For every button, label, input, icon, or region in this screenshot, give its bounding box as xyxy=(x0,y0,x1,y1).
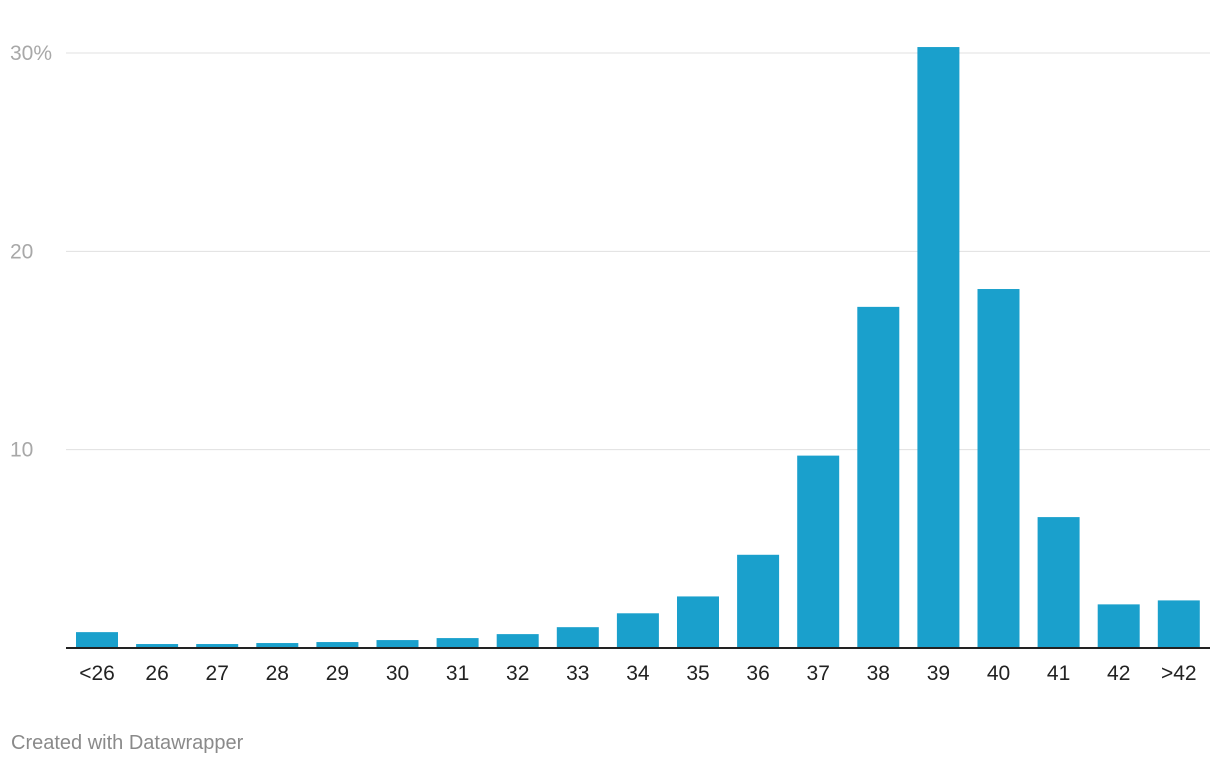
x-tick-label: 34 xyxy=(626,662,650,685)
x-tick-label: 36 xyxy=(746,662,769,685)
x-tick-label: 40 xyxy=(987,662,1010,685)
y-tick-label: 20 xyxy=(10,240,33,263)
x-tick-label: 38 xyxy=(867,662,890,685)
bar xyxy=(496,634,539,648)
bar xyxy=(616,613,659,648)
x-tick-label: 42 xyxy=(1107,662,1130,685)
bars xyxy=(76,47,1200,649)
bar xyxy=(1037,517,1080,648)
credit-text: Created with Datawrapper xyxy=(11,732,244,754)
bar xyxy=(857,306,900,648)
x-axis-ticks: <26 26 27 28 29 30 31 32 33 34 35 36 37 38 39 40 41 42 >42 xyxy=(79,662,1196,685)
x-tick-label: 32 xyxy=(506,662,529,685)
bar xyxy=(977,289,1020,648)
y-axis-ticks: 30% 20 10 xyxy=(10,42,52,462)
x-tick-label: 37 xyxy=(807,662,830,685)
x-tick-label: 26 xyxy=(145,662,168,685)
bar xyxy=(136,644,179,648)
bar xyxy=(436,638,479,648)
x-tick-label: 29 xyxy=(326,662,349,685)
y-tick-label: 10 xyxy=(10,439,33,462)
x-tick-label: 41 xyxy=(1047,662,1070,685)
bar xyxy=(76,632,118,648)
bar xyxy=(256,643,299,648)
bar xyxy=(677,596,719,648)
bar xyxy=(797,455,840,648)
bar-chart: 30% 20 10 <26 26 27 28 29 30 31 32 33 34 35 36 37 38 39 4… xyxy=(10,42,1210,685)
x-tick-label: 39 xyxy=(927,662,950,685)
x-tick-label: 30 xyxy=(386,662,409,685)
x-tick-label: <26 xyxy=(79,662,115,685)
bar xyxy=(737,554,780,648)
x-tick-label: 27 xyxy=(206,662,229,685)
bar xyxy=(556,627,599,648)
x-tick-label: 28 xyxy=(266,662,289,685)
bar xyxy=(1157,600,1200,648)
bar xyxy=(316,642,359,648)
y-tick-label: 30% xyxy=(10,42,52,65)
bar xyxy=(376,640,419,648)
bar xyxy=(1097,604,1140,648)
bar xyxy=(917,47,960,649)
x-tick-label: 35 xyxy=(686,662,709,685)
gridlines xyxy=(66,52,1210,451)
bar xyxy=(196,644,239,648)
x-tick-label: 33 xyxy=(566,662,589,685)
x-tick-label: >42 xyxy=(1161,662,1197,685)
x-tick-label: 31 xyxy=(446,662,469,685)
